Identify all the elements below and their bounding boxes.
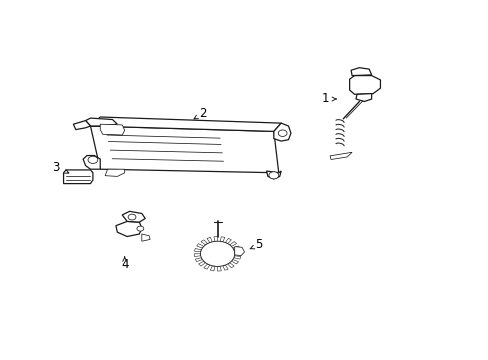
Polygon shape [201,240,207,245]
Polygon shape [233,256,240,259]
Polygon shape [266,171,281,179]
Polygon shape [349,76,380,94]
Polygon shape [232,246,240,250]
Polygon shape [116,221,142,237]
Polygon shape [213,237,217,241]
Text: 2: 2 [199,107,206,120]
Circle shape [128,214,136,220]
Circle shape [268,172,278,179]
Circle shape [278,130,286,136]
Polygon shape [350,68,371,76]
Polygon shape [142,234,150,241]
Polygon shape [63,170,93,184]
Polygon shape [220,237,224,242]
Polygon shape [231,260,238,264]
Polygon shape [223,265,228,270]
Polygon shape [198,261,205,266]
Polygon shape [217,266,221,271]
Polygon shape [229,242,236,246]
Text: 3: 3 [52,161,60,174]
Polygon shape [195,258,202,262]
Polygon shape [225,238,231,244]
Circle shape [137,226,143,231]
Polygon shape [273,123,290,141]
Polygon shape [122,211,145,222]
Polygon shape [83,156,100,169]
Polygon shape [329,152,351,159]
Polygon shape [90,117,281,131]
Polygon shape [355,94,371,102]
Polygon shape [210,266,215,271]
Polygon shape [194,254,200,257]
Text: 5: 5 [255,238,263,251]
Polygon shape [234,247,244,256]
Text: 4: 4 [121,258,128,271]
Polygon shape [105,169,124,176]
Circle shape [88,156,98,163]
Polygon shape [203,264,209,269]
Polygon shape [73,121,90,130]
Polygon shape [234,251,241,254]
Polygon shape [85,118,117,126]
Polygon shape [227,263,234,268]
Circle shape [200,241,234,266]
Polygon shape [194,248,201,252]
Polygon shape [196,244,203,248]
Polygon shape [100,124,124,135]
Polygon shape [206,237,212,243]
Polygon shape [90,126,278,173]
Text: 1: 1 [321,93,328,105]
